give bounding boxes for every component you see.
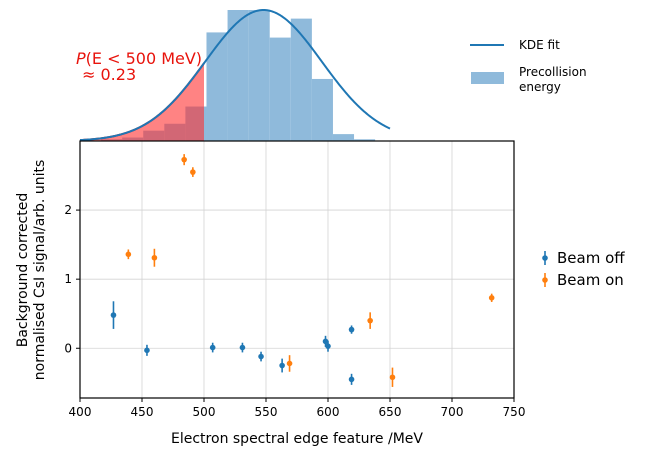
legend-histogram-label: Precollision energy — [519, 65, 590, 94]
x-tick-label: 650 — [379, 405, 402, 419]
x-tick-label: 500 — [193, 405, 216, 419]
data-point — [348, 376, 355, 383]
data-point — [367, 317, 373, 324]
histogram-bar — [311, 78, 333, 141]
series-beam-off — [110, 301, 355, 385]
shaded-probability-region — [80, 63, 204, 142]
data-point — [258, 353, 264, 360]
histogram-bar — [354, 139, 376, 141]
data-point — [348, 326, 355, 333]
top-legend: KDE fit Precollision energy — [470, 38, 590, 94]
legend-marker-swatch — [542, 255, 548, 261]
x-tick-label: 400 — [69, 405, 92, 419]
y-axis-ticks: 0 1 2 — [64, 203, 80, 355]
data-point — [144, 347, 150, 354]
data-point — [322, 338, 329, 345]
data-point — [125, 251, 132, 258]
data-point — [286, 360, 293, 367]
probability-annotation-line1: P(E < 500 MeV) — [76, 49, 202, 68]
grid-lines — [79, 141, 515, 398]
x-tick-label: 550 — [255, 405, 278, 419]
y-tick-label: 2 — [64, 203, 72, 217]
x-axis-ticks: 400 450 500 550 600 650 700 750 — [69, 398, 526, 419]
legend-label: Beam off — [557, 249, 625, 267]
x-tick-label: 450 — [131, 405, 154, 419]
legend-marker-swatch — [542, 277, 548, 283]
legend-kde-label: KDE fit — [519, 38, 560, 52]
data-point — [279, 362, 285, 369]
kde-fit-line — [79, 8, 391, 142]
plot-frame — [79, 140, 515, 399]
data-point — [389, 374, 396, 381]
data-point — [110, 312, 117, 318]
data-point — [325, 343, 331, 349]
y-tick-label: 1 — [64, 272, 72, 286]
histogram-bar — [206, 32, 228, 141]
y-axis-label-line2: normalised CsI signal/arb. units — [32, 160, 48, 381]
probability-annotation-line2: ≈ 0.23 — [82, 65, 136, 84]
bottom-panel-scatter: 400 450 500 550 600 650 700 750 0 1 2 Electron sp… — [15, 140, 625, 447]
histogram-bar — [269, 37, 291, 141]
histogram-bar — [248, 10, 270, 141]
data-point — [181, 156, 187, 163]
legend-histogram-swatch — [471, 72, 504, 84]
data-point — [488, 295, 495, 301]
histogram-bar — [332, 134, 355, 141]
bottom-legend: Beam off Beam on — [542, 249, 625, 289]
data-point — [151, 254, 158, 261]
y-tick-label: 0 — [64, 341, 72, 355]
histogram-bar — [290, 18, 312, 141]
histogram-bar — [227, 10, 249, 141]
top-panel-histogram: P(E < 500 MeV) ≈ 0.23 KDE fit Precollisi… — [76, 8, 590, 142]
x-tick-label: 600 — [317, 405, 340, 419]
histogram-bars — [101, 10, 376, 141]
scatter-series — [110, 154, 495, 387]
x-tick-label: 700 — [441, 405, 464, 419]
legend-label: Beam on — [557, 271, 624, 289]
data-point — [190, 169, 196, 175]
x-tick-label: 750 — [503, 405, 526, 419]
y-axis-label-line1: Background corrected — [15, 193, 31, 348]
series-beam-on — [125, 154, 495, 387]
data-point — [209, 344, 216, 351]
x-axis-label: Electron spectral edge feature /MeV — [171, 431, 423, 447]
data-point — [239, 344, 246, 351]
